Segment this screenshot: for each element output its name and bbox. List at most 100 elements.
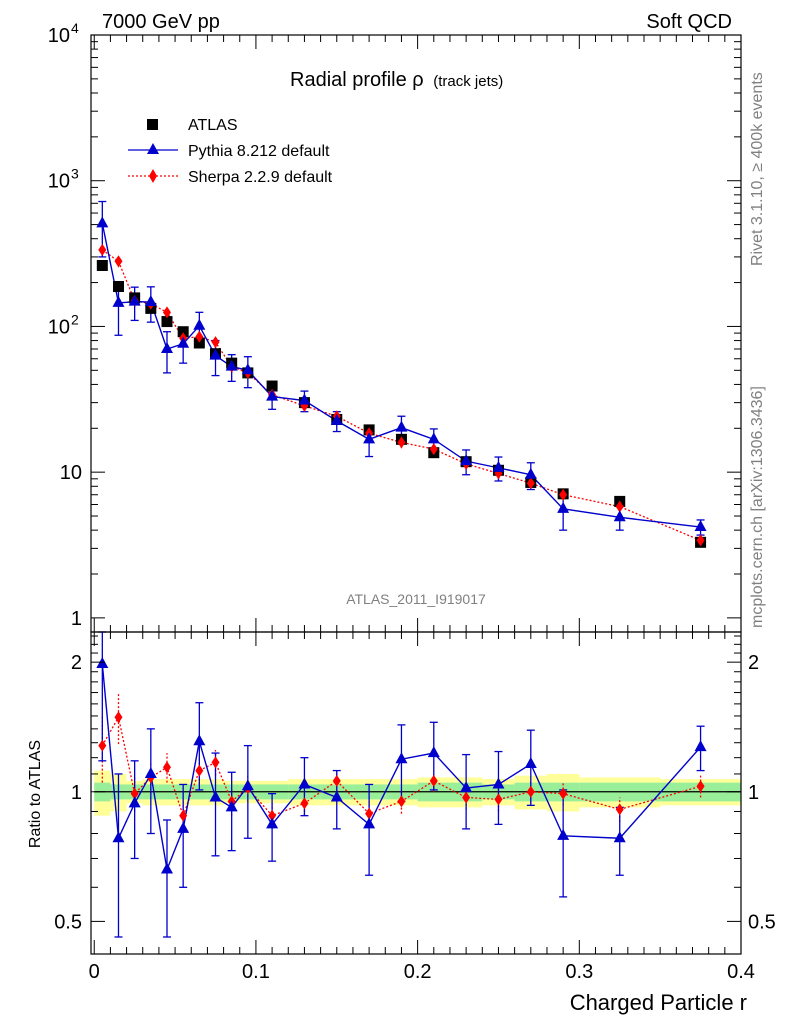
chart-title-sub: (track jets) bbox=[433, 73, 503, 90]
main-ytick-exponent-2: 2 bbox=[71, 311, 79, 327]
pythia-ratio-point bbox=[395, 752, 408, 764]
ratio-xtick-label-3: 0.3 bbox=[565, 961, 593, 983]
pythia-point bbox=[298, 393, 311, 405]
ratio-xtick-label-1: 0.1 bbox=[242, 961, 270, 983]
atlas-point bbox=[266, 380, 278, 392]
sherpa-point bbox=[195, 330, 204, 343]
legend-atlas-marker bbox=[147, 119, 158, 130]
pythia-point bbox=[330, 413, 343, 425]
ratio-xtick-label-2: 0.2 bbox=[404, 961, 432, 983]
ratio-ticks-layer: 0.5 0.5 1 1 2 2 0 0.1 0.2 0.3 0.4 bbox=[54, 632, 776, 983]
rivet-label: Rivet 3.1.10, ≥ 400k events bbox=[749, 72, 766, 266]
ratio-ytick-label-right-0: 0.5 bbox=[748, 911, 776, 933]
ratio-ytick-label-right-2: 2 bbox=[748, 652, 759, 674]
pythia-point bbox=[225, 359, 238, 371]
ratio-bands-layer bbox=[94, 770, 741, 816]
pythia-point bbox=[144, 295, 157, 307]
pythia-point bbox=[241, 363, 254, 375]
header-right: Soft QCD bbox=[646, 11, 732, 33]
ratio-panel: 0.5 0.5 1 1 2 2 0 0.1 0.2 0.3 0.4 Ratio to ATLAS bbox=[27, 631, 776, 983]
legend-sherpa-label: Sherpa 2.2.9 default bbox=[188, 169, 333, 186]
chart-title-main: Radial profile ρ bbox=[290, 69, 424, 91]
sherpa-ratio-point bbox=[332, 774, 341, 787]
pythia-point bbox=[427, 432, 440, 444]
sherpa-line bbox=[101, 249, 701, 542]
mcplots-label: mcplots.cern.ch [arXiv:1306.3436] bbox=[749, 386, 766, 628]
pythia-point bbox=[395, 420, 408, 432]
pythia-ratio-point bbox=[330, 790, 343, 802]
pythia-point bbox=[112, 295, 125, 307]
sherpa-point bbox=[696, 534, 705, 547]
sherpa-ratio-point bbox=[162, 761, 171, 774]
sherpa-point bbox=[211, 336, 220, 349]
pythia-line bbox=[101, 223, 701, 528]
sherpa-ratio-point bbox=[300, 797, 309, 810]
main-ytick-exponent-3: 3 bbox=[71, 166, 79, 182]
pythia-ratio-point bbox=[209, 790, 222, 802]
sherpa-ratio-point bbox=[559, 787, 568, 800]
pythia-ratio-point bbox=[492, 777, 505, 789]
sherpa-ratio-point bbox=[397, 795, 406, 808]
analysis-id: ATLAS_2011_I919017 bbox=[346, 591, 486, 607]
main-ytick-label-3: 10 bbox=[48, 171, 70, 193]
sherpa-ratio-point bbox=[114, 711, 123, 724]
sherpa-point bbox=[162, 306, 171, 319]
pythia-point bbox=[694, 520, 707, 532]
atlas-point bbox=[161, 316, 173, 328]
legend-atlas-label: ATLAS bbox=[188, 117, 238, 134]
pythia-point bbox=[128, 294, 141, 306]
atlas-point bbox=[112, 280, 124, 292]
main-ytick-label-0: 1 bbox=[71, 608, 82, 630]
pythia-point bbox=[193, 318, 206, 330]
sherpa-ratio-point bbox=[211, 756, 220, 769]
pythia-ratio-point bbox=[266, 817, 279, 829]
ratio-series-layer bbox=[96, 631, 707, 938]
sherpa-ratio-point bbox=[268, 809, 277, 822]
pythia-point bbox=[96, 216, 109, 228]
sherpa-ratio-point bbox=[98, 739, 107, 752]
sherpa-point bbox=[429, 443, 438, 456]
sherpa-point bbox=[397, 436, 406, 449]
ratio-ytick-label-right-1: 1 bbox=[748, 782, 759, 804]
sherpa-ratio-point bbox=[179, 809, 188, 822]
sherpa-point bbox=[615, 500, 624, 513]
main-series-layer bbox=[96, 200, 707, 548]
legend: ATLAS Pythia 8.212 default Sherpa 2.2.9 … bbox=[128, 117, 333, 186]
sherpa-point bbox=[114, 255, 123, 268]
atlas-point bbox=[193, 337, 205, 349]
pythia-point bbox=[363, 432, 376, 444]
pythia-ratio-point bbox=[112, 831, 125, 843]
legend-sherpa-marker bbox=[149, 169, 157, 183]
main-ytick-exponent-4: 4 bbox=[71, 20, 79, 36]
pythia-ratio-point bbox=[241, 779, 254, 791]
pythia-ratio-point bbox=[193, 734, 206, 746]
sherpa-ratio-point bbox=[195, 764, 204, 777]
atlas-point bbox=[96, 259, 108, 271]
sherpa-ratio-point bbox=[429, 774, 438, 787]
pythia-ratio-point bbox=[298, 777, 311, 789]
ratio-ytick-label-left-1: 1 bbox=[71, 782, 82, 804]
pythia-ratio-point bbox=[694, 740, 707, 752]
pythia-ratio-point bbox=[128, 796, 141, 808]
pythia-ratio-point bbox=[177, 821, 190, 833]
pythia-point bbox=[160, 342, 173, 354]
ratio-ytick-label-left-0: 0.5 bbox=[54, 911, 82, 933]
pythia-ratio-point bbox=[613, 831, 626, 843]
pythia-point bbox=[266, 389, 279, 401]
sherpa-ratio-point bbox=[696, 780, 705, 793]
ratio-ytick-label-left-2: 2 bbox=[71, 652, 82, 674]
sherpa-ratio-point bbox=[462, 791, 471, 804]
pythia-ratio-point bbox=[427, 746, 440, 758]
sherpa-point bbox=[526, 477, 535, 490]
pythia-point bbox=[460, 454, 473, 466]
pythia-point bbox=[209, 348, 222, 360]
pythia-ratio-point bbox=[363, 817, 376, 829]
sherpa-ratio-point bbox=[615, 803, 624, 816]
pythia-ratio-point bbox=[524, 757, 537, 769]
legend-pythia-marker bbox=[147, 143, 159, 154]
ratio-xtick-label-4: 0.4 bbox=[727, 961, 755, 983]
pythia-ratio-point bbox=[460, 781, 473, 793]
sherpa-ratio-point bbox=[130, 787, 139, 800]
